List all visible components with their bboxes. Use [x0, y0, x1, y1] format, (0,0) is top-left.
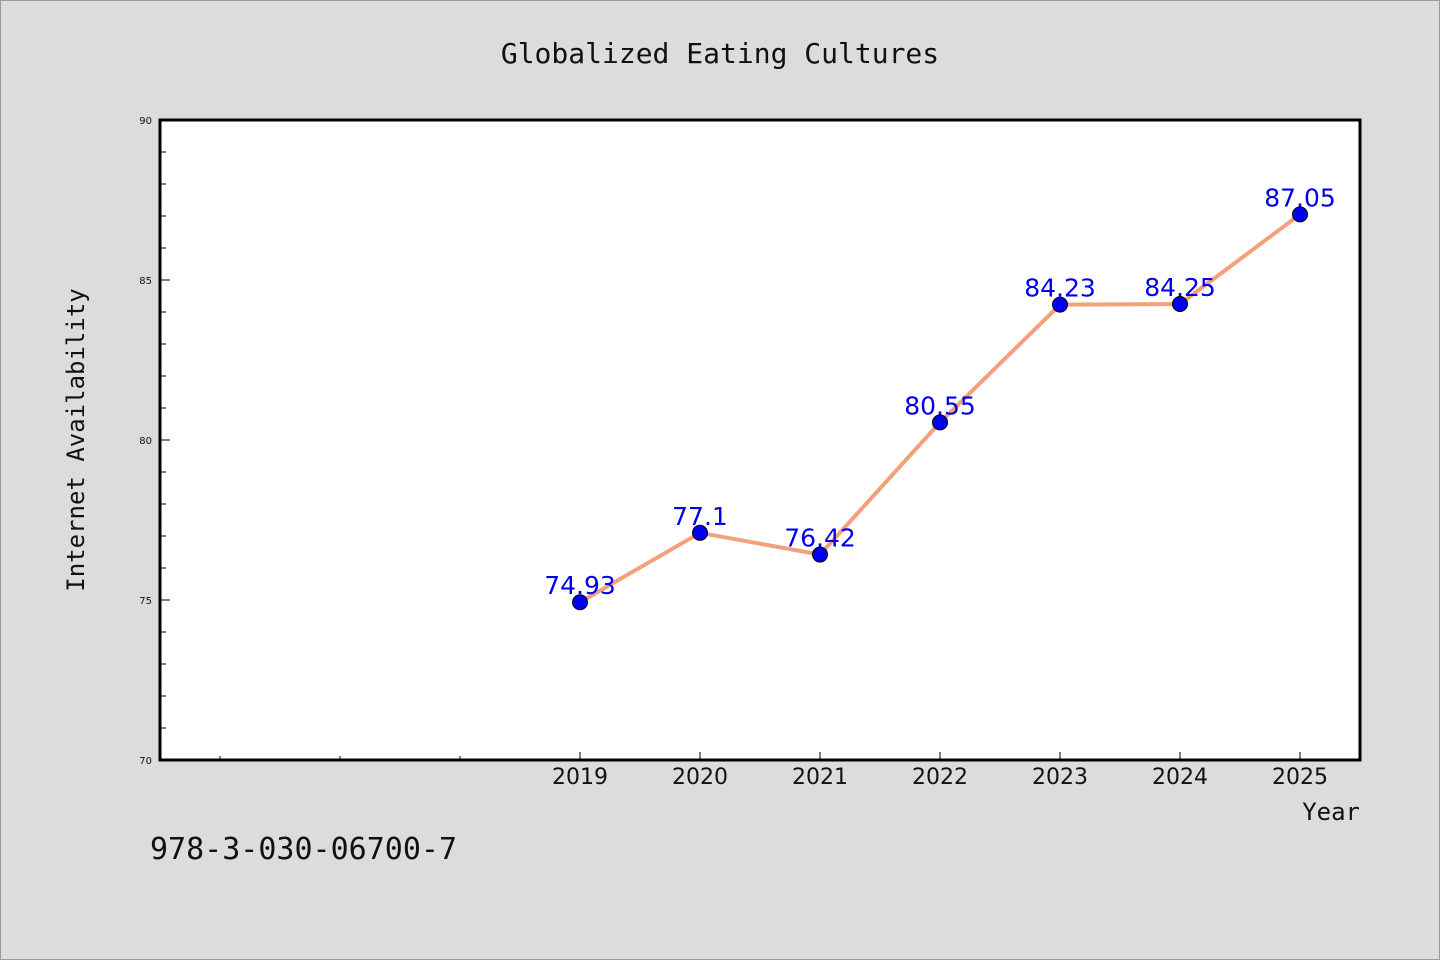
data-label: 84.23 — [1024, 274, 1096, 303]
data-label: 76.42 — [784, 524, 856, 553]
x-tick-label: 2022 — [912, 765, 968, 790]
x-tick-label: 2024 — [1152, 765, 1208, 790]
series-line-group: 74.93 77.1 76.42 80.55 84.23 84.25 87.05 — [544, 183, 1336, 611]
data-point — [572, 594, 588, 611]
x-tick-label: 2025 — [1272, 765, 1328, 790]
y-tick-label: 90 — [139, 116, 152, 127]
x-tick-label: 2020 — [672, 765, 728, 790]
data-point — [1292, 206, 1308, 223]
x-tick-label: 2021 — [792, 765, 848, 790]
x-tick-label: 2019 — [552, 765, 608, 790]
data-label: 74.93 — [544, 571, 616, 600]
y-axis: 70 75 80 85 90 — [139, 116, 170, 767]
data-point — [932, 414, 948, 431]
x-axis: 2019 2020 2021 2022 2023 2024 2025 — [219, 752, 1328, 790]
data-point — [1052, 296, 1068, 313]
data-label: 80.55 — [904, 391, 976, 420]
isbn-text: 978-3-030-06700-7 — [150, 832, 458, 867]
data-label: 87.05 — [1264, 183, 1336, 212]
y-axis-title: Internet Availability — [62, 288, 90, 591]
data-point — [812, 546, 828, 563]
chart-title: Globalized Eating Cultures — [501, 37, 939, 70]
data-point — [692, 524, 708, 541]
data-point — [1172, 296, 1188, 312]
y-tick-label: 75 — [139, 596, 152, 607]
y-tick-label: 85 — [139, 276, 152, 287]
y-tick-label: 70 — [139, 756, 152, 767]
y-tick-label: 80 — [139, 436, 152, 447]
data-label: 77.1 — [672, 502, 728, 531]
plot-area — [158, 118, 1362, 762]
x-tick-label: 2023 — [1032, 765, 1088, 790]
x-axis-title: Year — [1302, 798, 1360, 826]
data-label: 84.25 — [1144, 273, 1216, 302]
